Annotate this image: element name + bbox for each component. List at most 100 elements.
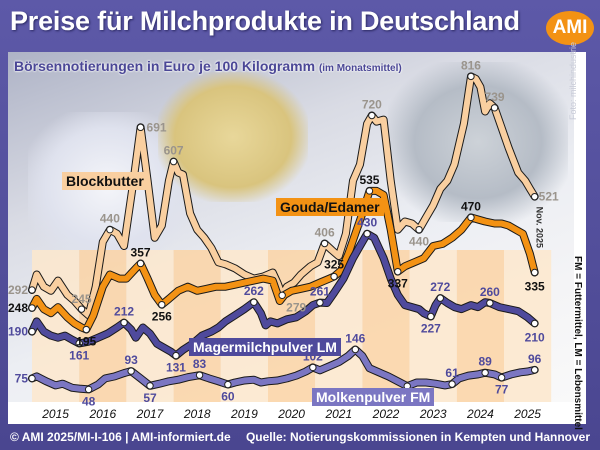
footer-source: Quelle: Notierungskommissionen in Kempte… (245, 430, 590, 444)
x-axis-strip (8, 402, 574, 424)
data-label: 470 (461, 199, 481, 213)
data-point (530, 366, 539, 374)
side-note-strip (574, 52, 586, 424)
data-label: 96 (528, 352, 542, 366)
data-point (28, 304, 36, 312)
subtitle-main: Börsennotierungen in Euro je 100 Kilogra… (14, 58, 316, 74)
data-label: 720 (362, 98, 382, 112)
data-point (436, 294, 444, 302)
x-tick-label: 2021 (324, 407, 352, 421)
data-label: 357 (131, 245, 151, 259)
footer-copyright: © AMI 2025/MI-I-106 | AMI-informiert.de (10, 430, 231, 444)
data-point (309, 363, 317, 372)
data-point (28, 327, 36, 336)
page-title: Preise für Milchprodukte in Deutschland (10, 6, 520, 36)
data-point (172, 351, 180, 360)
x-tick-label: 2015 (41, 407, 69, 421)
x-tick-label: 2024 (466, 407, 494, 421)
data-label: 691 (147, 120, 167, 134)
data-point (530, 192, 539, 201)
x-tick-label: 2020 (277, 407, 305, 421)
data-label: 210 (525, 330, 545, 344)
legend-label-gouda-edamer: Gouda/Edamer (276, 198, 384, 216)
x-tick-label: 2023 (419, 407, 447, 421)
data-label: 325 (324, 258, 344, 272)
data-label: 227 (421, 321, 441, 335)
data-label: 57 (143, 391, 157, 405)
data-point (136, 123, 145, 132)
data-point (82, 325, 90, 334)
data-label: 272 (430, 280, 450, 294)
data-label: 195 (76, 335, 96, 349)
data-point (490, 104, 499, 112)
series-lines (28, 72, 539, 394)
data-label: 521 (539, 190, 559, 204)
data-label: 131 (166, 361, 186, 375)
data-point (75, 339, 83, 348)
x-tick-label: 2017 (136, 407, 165, 421)
data-point (467, 72, 475, 81)
data-label: 190 (8, 325, 28, 339)
legend-label-molkenpulver: Molkenpulver FM (312, 388, 435, 406)
data-point (250, 298, 258, 306)
data-point (415, 225, 423, 234)
data-point (497, 373, 506, 382)
data-point (278, 291, 286, 299)
data-point (368, 111, 376, 120)
x-tick-label: 2016 (88, 407, 116, 421)
data-label: 89 (478, 355, 492, 369)
photo-credit: Foto: milchindustrie (568, 41, 578, 120)
data-point (481, 369, 489, 377)
data-point (467, 213, 475, 222)
data-point (106, 225, 114, 234)
data-label: 535 (359, 173, 379, 187)
x-tick-label: 2019 (230, 407, 258, 421)
year-band-2024 (456, 250, 504, 422)
series-line-magermilch (29, 230, 538, 359)
data-point (28, 286, 36, 294)
data-point (320, 239, 329, 248)
data-point (427, 312, 435, 321)
data-label: 248 (8, 301, 28, 315)
data-label: 60 (221, 390, 235, 404)
data-label: 430 (357, 216, 377, 230)
data-point (486, 299, 494, 307)
data-label: 77 (495, 383, 509, 397)
data-label: 212 (114, 305, 134, 319)
data-label: 261 (310, 285, 330, 299)
data-label: 607 (164, 144, 184, 158)
data-label: 256 (152, 310, 172, 324)
data-label: 337 (388, 277, 408, 291)
data-label: 739 (485, 90, 505, 104)
ami-logo: AMI (546, 11, 594, 45)
data-point (351, 345, 360, 354)
data-point (195, 371, 204, 379)
data-point (127, 367, 135, 375)
data-point (146, 382, 154, 390)
data-point (530, 319, 539, 328)
data-label: 335 (525, 279, 545, 293)
data-label: 245 (72, 292, 92, 306)
data-label: 260 (480, 285, 500, 299)
data-point (158, 300, 166, 309)
data-label: 816 (461, 58, 481, 72)
x-tick-label: 2025 (513, 407, 541, 421)
data-points (28, 72, 539, 394)
data-point (394, 267, 402, 276)
data-label: 406 (315, 226, 335, 240)
data-label: 292 (8, 283, 28, 297)
data-label: 48 (82, 394, 96, 408)
data-point (28, 374, 36, 383)
data-point (169, 157, 178, 166)
data-label: 61 (445, 366, 459, 380)
legend-label-magermilchpulver: Magermilchpulver LM (189, 338, 341, 356)
data-point (365, 187, 374, 195)
x-tick-label: 2018 (183, 407, 211, 421)
data-point (316, 298, 324, 307)
data-label: 75 (15, 371, 29, 385)
x-axis-ticks: 2015 2016 2017 2018 2019 2020 2021 2022 2023 2024… (41, 407, 541, 421)
subtitle-note: (im Monatsmittel) (318, 63, 402, 74)
data-label: 279 (286, 300, 306, 314)
data-point (363, 230, 371, 238)
